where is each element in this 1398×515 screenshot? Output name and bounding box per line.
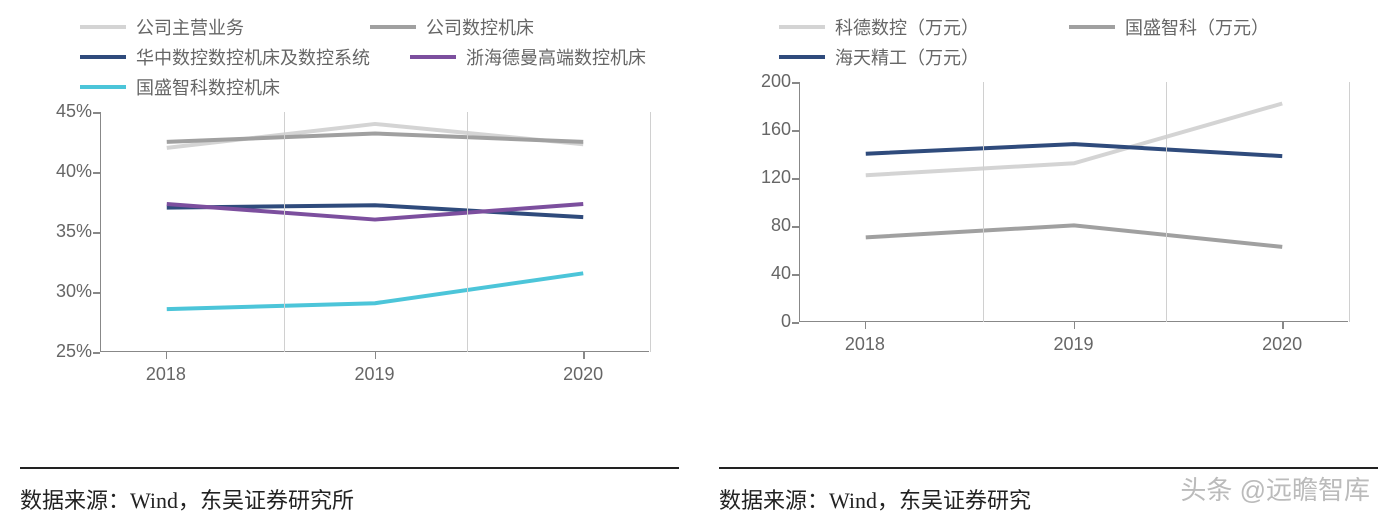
- watermark-text: 头条 @远瞻智库: [1180, 470, 1370, 507]
- gridline: [467, 112, 468, 352]
- y-tick-label: 0: [781, 311, 791, 332]
- y-tick-label: 200: [761, 71, 791, 92]
- right-chart: 科德数控（万元） 国盛智科（万元） 海天精工（万元） 0 40 80 120 160 200 2…: [719, 10, 1378, 457]
- x-tick-label: 2020: [553, 364, 613, 385]
- legend-swatch: [1069, 25, 1115, 29]
- left-chart: 公司主营业务 公司数控机床华中数控数控机床及数控系统 浙海德曼高端数控机床国盛智科数…: [20, 10, 679, 457]
- legend-label: 公司数控机床: [426, 14, 534, 40]
- legend-swatch: [779, 55, 825, 59]
- series-line: [167, 273, 583, 309]
- legend-label: 国盛智科数控机床: [136, 74, 280, 100]
- legend-label: 华中数控数控机床及数控系统: [136, 44, 370, 70]
- legend-swatch: [80, 55, 126, 59]
- legend-item: 公司数控机床: [370, 14, 620, 40]
- right-legend: 科德数控（万元） 国盛智科（万元） 海天精工（万元）: [719, 10, 1378, 82]
- legend-label: 公司主营业务: [136, 14, 244, 40]
- legend-label: 浙海德曼高端数控机床: [466, 44, 646, 70]
- gridline: [1349, 82, 1350, 322]
- legend-item: 国盛智科数控机床: [80, 74, 330, 100]
- gridline: [650, 112, 651, 352]
- legend-item: 科德数控（万元）: [779, 14, 1029, 40]
- series-line: [167, 124, 583, 148]
- legend-item: 浙海德曼高端数控机床: [410, 44, 660, 70]
- legend-swatch: [80, 25, 126, 29]
- legend-swatch: [80, 85, 126, 89]
- x-tick-label: 2019: [1044, 334, 1104, 355]
- legend-label: 海天精工（万元）: [835, 44, 979, 70]
- right-panel: 科德数控（万元） 国盛智科（万元） 海天精工（万元） 0 40 80 120 160 200 2…: [699, 0, 1398, 515]
- right-plot-area: [799, 82, 1348, 322]
- y-tick-label: 30%: [56, 281, 92, 302]
- left-panel: 公司主营业务 公司数控机床华中数控数控机床及数控系统 浙海德曼高端数控机床国盛智科数…: [0, 0, 699, 515]
- x-tick-label: 2018: [136, 364, 196, 385]
- y-tick-label: 160: [761, 119, 791, 140]
- y-tick-label: 35%: [56, 221, 92, 242]
- legend-swatch: [410, 55, 456, 59]
- left-plot-area: [100, 112, 649, 352]
- y-tick-label: 25%: [56, 341, 92, 362]
- x-tick-label: 2019: [345, 364, 405, 385]
- legend-item: 海天精工（万元）: [779, 44, 1029, 70]
- y-tick-label: 45%: [56, 101, 92, 122]
- gridline: [1166, 82, 1167, 322]
- series-line: [866, 225, 1282, 247]
- y-tick-label: 40%: [56, 161, 92, 182]
- legend-swatch: [779, 25, 825, 29]
- source-left: 数据来源：Wind，东吴证券研究所: [20, 467, 679, 515]
- watermark: 头条 @远瞻智库: [1180, 470, 1370, 507]
- y-tick-label: 40: [771, 263, 791, 284]
- legend-item: 公司主营业务: [80, 14, 330, 40]
- y-tick-label: 120: [761, 167, 791, 188]
- legend-swatch: [370, 25, 416, 29]
- legend-item: 华中数控数控机床及数控系统: [80, 44, 370, 70]
- legend-label: 科德数控（万元）: [835, 14, 979, 40]
- series-line: [866, 104, 1282, 176]
- gridline: [983, 82, 984, 322]
- y-tick-label: 80: [771, 215, 791, 236]
- gridline: [284, 112, 285, 352]
- legend-item: 国盛智科（万元）: [1069, 14, 1319, 40]
- series-line: [866, 144, 1282, 156]
- x-tick-label: 2018: [835, 334, 895, 355]
- series-line: [167, 134, 583, 142]
- legend-label: 国盛智科（万元）: [1125, 14, 1269, 40]
- left-legend: 公司主营业务 公司数控机床华中数控数控机床及数控系统 浙海德曼高端数控机床国盛智科数…: [20, 10, 679, 112]
- x-tick-label: 2020: [1252, 334, 1312, 355]
